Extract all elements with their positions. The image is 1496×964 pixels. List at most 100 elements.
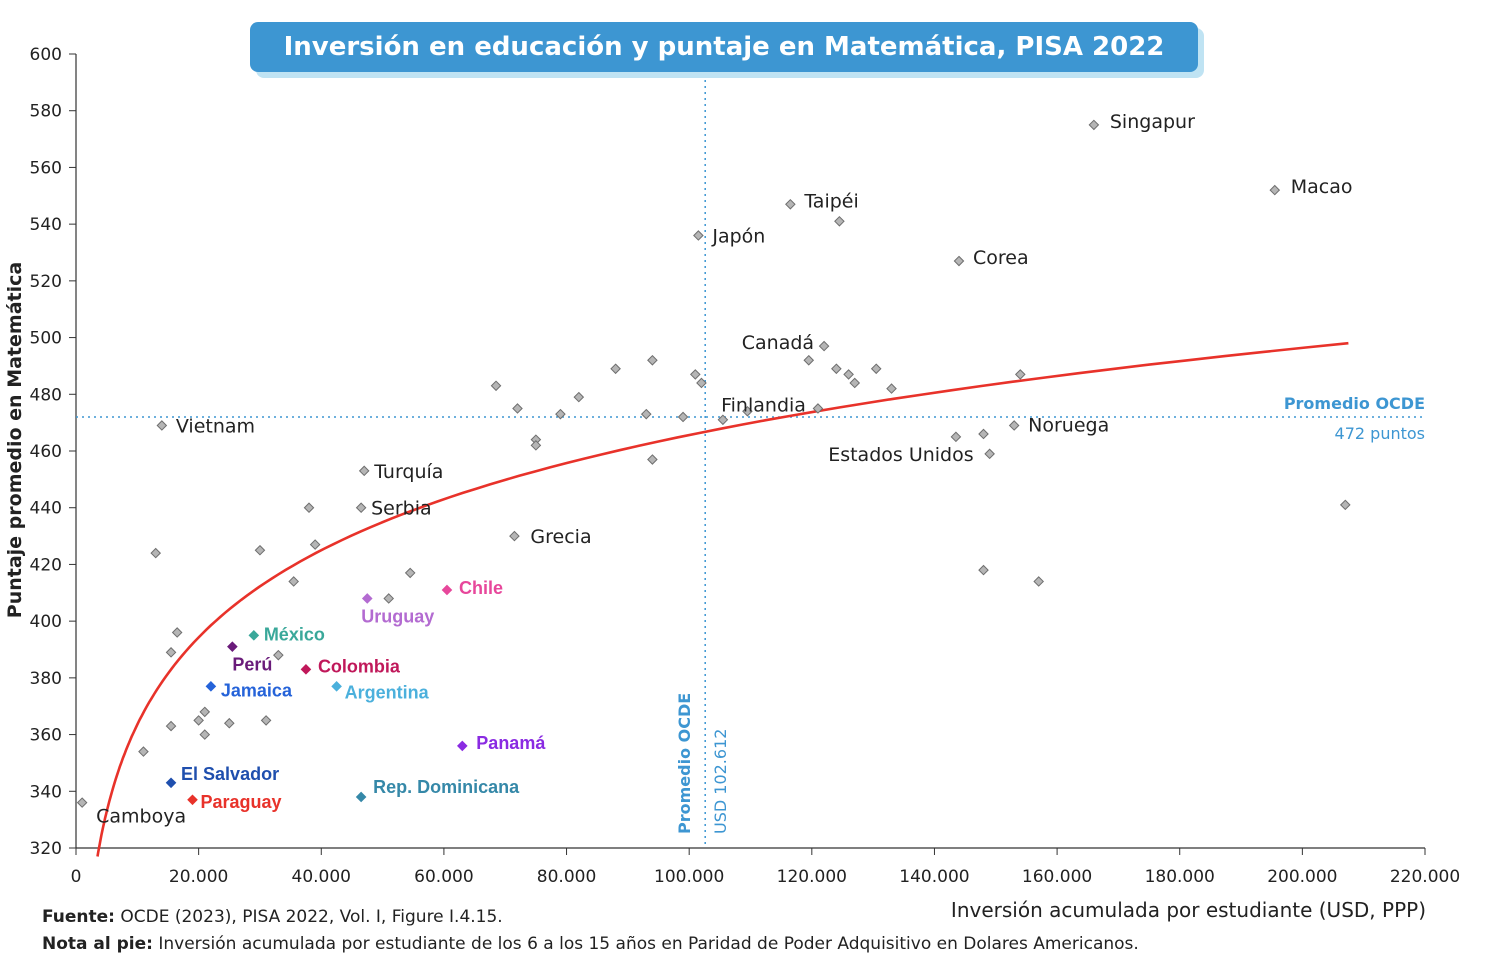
x-tick-label: 220.000 — [1390, 867, 1460, 887]
source-label: Fuente: — [42, 907, 115, 927]
data-label-taipéi: Taipéi — [803, 190, 858, 212]
data-label-singapur: Singapur — [1110, 111, 1195, 133]
oecd-investment-label-value: USD 102.612 — [711, 729, 730, 834]
data-point-grecia — [509, 530, 520, 542]
oecd-investment-label-title: Promedio OCDE — [675, 693, 694, 834]
y-tick-label: 540 — [30, 215, 62, 235]
oecd-score-label-value: 472 puntos — [1335, 424, 1425, 443]
x-tick-label: 40.000 — [292, 867, 351, 887]
x-tick-label: 20.000 — [169, 867, 228, 887]
data-point-unlabeled — [647, 354, 658, 366]
data-point-unlabeled — [849, 377, 861, 389]
data-label-panamá: Panamá — [476, 733, 546, 753]
x-tick-label: 120.000 — [777, 867, 847, 887]
data-point-unlabeled — [978, 564, 989, 576]
data-point-uruguay — [361, 593, 373, 604]
y-tick-label: 420 — [30, 555, 62, 575]
data-label-corea: Corea — [973, 247, 1029, 269]
data-point-unlabeled — [831, 363, 842, 375]
point-labels: Camboya Vietnam Turquía Serbia Grecia Japón Ta… — [96, 111, 1352, 828]
data-point-unlabeled — [199, 706, 211, 718]
data-point-unlabeled — [950, 431, 962, 443]
data-point-unlabeled — [150, 547, 162, 559]
y-tick-label: 600 — [30, 45, 62, 65]
data-point-paraguay — [187, 794, 198, 806]
data-point-el-salvador — [165, 777, 177, 789]
y-tick-label: 400 — [30, 612, 62, 632]
y-tick-label: 320 — [30, 839, 62, 859]
data-point-canadá — [818, 340, 830, 352]
data-label-paraguay: Paraguay — [201, 792, 282, 812]
data-label-vietnam: Vietnam — [176, 415, 255, 437]
data-label-chile: Chile — [459, 578, 503, 598]
data-point-unlabeled — [309, 539, 321, 550]
data-point-unlabeled — [138, 746, 149, 757]
data-point-unlabeled — [610, 363, 621, 375]
trend-line — [96, 341, 1349, 857]
data-point-chile — [441, 584, 453, 596]
footnote-text: Inversión acumulada por estudiante de lo… — [152, 934, 1139, 954]
y-tick-label: 520 — [30, 272, 62, 292]
chart-title-banner: Inversión en educación y puntaje en Mate… — [250, 22, 1204, 78]
data-label-rep-dominicana: Rep. Dominicana — [373, 777, 520, 797]
y-tick-label: 440 — [30, 499, 62, 519]
data-label-estados-unidos: Estados Unidos — [828, 444, 973, 466]
data-label-serbia: Serbia — [371, 498, 432, 520]
data-point-finlandia — [812, 403, 824, 414]
x-tick-label: 160.000 — [1022, 867, 1092, 887]
data-points — [76, 119, 1351, 808]
data-label-colombia: Colombia — [318, 656, 401, 676]
data-point-taipéi — [785, 198, 796, 210]
data-point-corea — [953, 255, 965, 267]
data-point-colombia — [300, 664, 312, 675]
data-point-unlabeled — [1339, 499, 1351, 511]
data-point-panamá — [456, 740, 468, 752]
y-tick-label: 480 — [30, 385, 62, 405]
y-tick-label: 380 — [30, 669, 62, 689]
data-point-camboya — [76, 797, 88, 808]
source-note: Fuente: OCDE (2023), PISA 2022, Vol. I, … — [42, 907, 503, 927]
data-label-camboya: Camboya — [96, 806, 186, 828]
data-label-noruega: Noruega — [1028, 414, 1109, 436]
data-point-japón — [693, 230, 704, 241]
data-point-turquía — [358, 465, 370, 477]
data-point-estados-unidos — [984, 448, 995, 460]
data-point-serbia — [355, 502, 367, 514]
data-point-unlabeled — [288, 576, 299, 587]
x-tick-label: 60.000 — [414, 867, 473, 887]
data-point-unlabeled — [843, 369, 854, 380]
data-point-unlabeled — [1033, 576, 1045, 587]
data-point-unlabeled — [870, 363, 882, 375]
footnote: Nota al pie: Inversión acumulada por est… — [42, 934, 1139, 954]
data-point-unlabeled — [573, 391, 585, 403]
data-point-unlabeled — [273, 649, 284, 661]
data-label-jamaica: Jamaica — [221, 680, 293, 700]
data-point-unlabeled — [223, 717, 235, 729]
x-tick-label: 200.000 — [1267, 867, 1337, 887]
data-point-macao — [1269, 184, 1281, 196]
data-point-unlabeled — [171, 627, 183, 638]
data-point-unlabeled — [199, 729, 211, 740]
data-point-unlabeled — [978, 428, 989, 440]
data-point-méxico — [248, 630, 260, 641]
data-point-unlabeled — [834, 215, 845, 227]
reference-lines: Promedio OCDE 472 puntos Promedio OCDE USD … — [76, 74, 1425, 848]
x-tick-label: 80.000 — [537, 867, 596, 887]
data-point-vietnam — [156, 420, 168, 431]
data-point-unlabeled — [555, 408, 566, 420]
data-point-unlabeled — [193, 715, 204, 726]
data-point-unlabeled — [254, 544, 266, 556]
data-label-finlandia: Finlandia — [721, 394, 806, 416]
x-tick-label: 0 — [71, 867, 82, 887]
data-label-turquía: Turquía — [373, 461, 443, 483]
x-tick-label: 180.000 — [1145, 867, 1215, 887]
data-point-singapur — [1088, 119, 1100, 131]
data-label-perú: Perú — [232, 655, 272, 675]
data-label-el-salvador: El Salvador — [181, 764, 279, 784]
data-label-grecia: Grecia — [530, 526, 591, 548]
data-point-unlabeled — [490, 380, 502, 392]
data-point-unlabeled — [696, 377, 707, 389]
data-point-unlabeled — [1014, 369, 1026, 380]
data-point-unlabeled — [303, 502, 315, 514]
